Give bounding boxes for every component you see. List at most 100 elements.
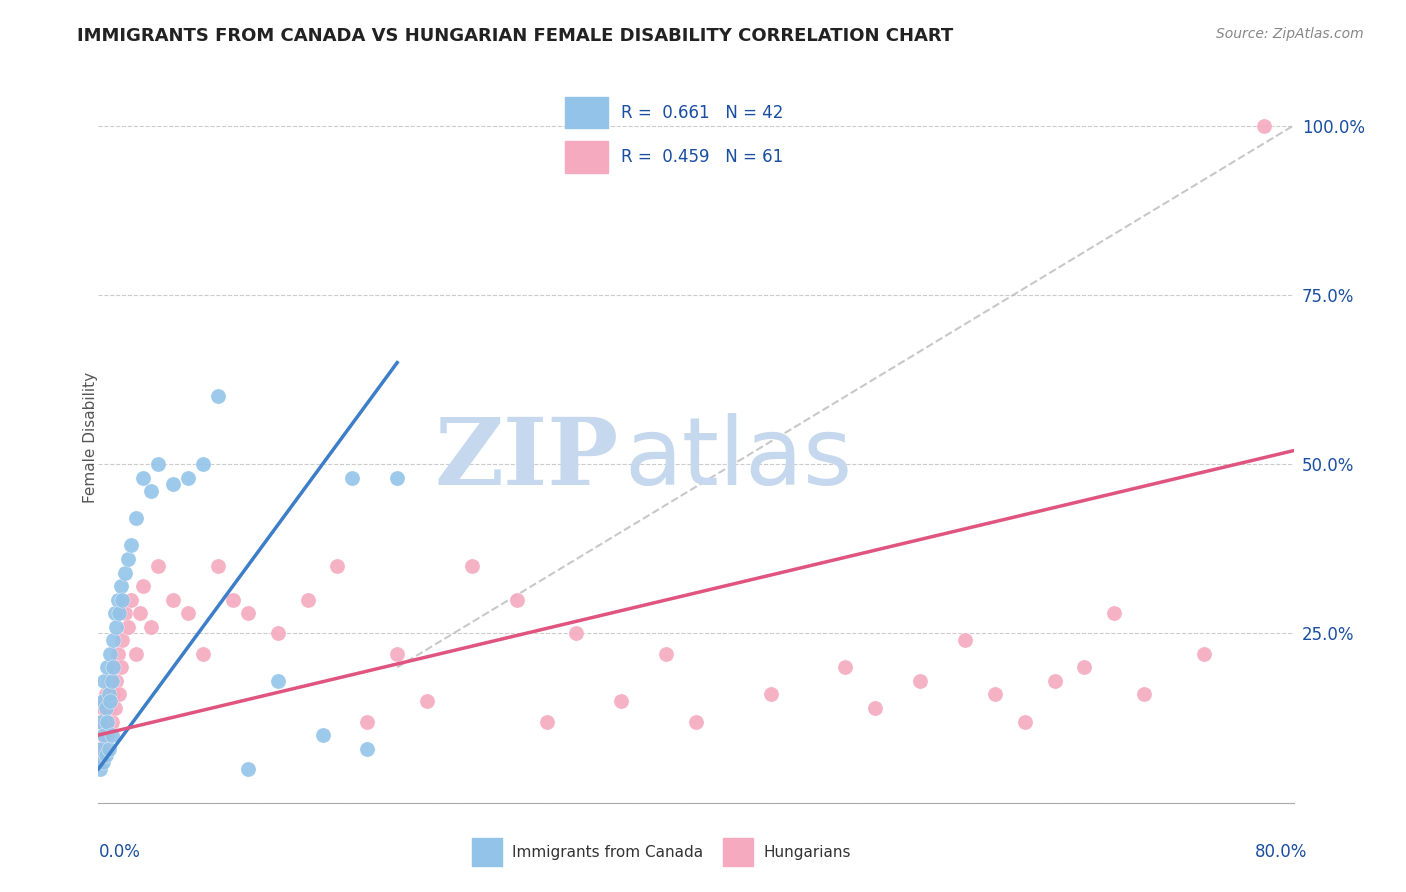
Point [536, 714, 558, 729]
Text: IMMIGRANTS FROM CANADA VS HUNGARIAN FEMALE DISABILITY CORRELATION CHART: IMMIGRANTS FROM CANADA VS HUNGARIAN FEMA… [77, 27, 953, 45]
Point [91, 755, 114, 769]
Point [1192, 647, 1215, 661]
Point [1104, 606, 1126, 620]
Point [89, 762, 111, 776]
Point [297, 592, 319, 607]
Point [908, 673, 931, 688]
Point [416, 694, 439, 708]
Point [236, 762, 259, 776]
Point [506, 592, 529, 607]
Point [139, 484, 162, 499]
Point [93, 741, 115, 756]
Point [162, 477, 184, 491]
Point [207, 389, 229, 403]
Point [162, 592, 184, 607]
Point [104, 701, 127, 715]
Point [148, 558, 170, 573]
Point [91, 694, 114, 708]
Point [1133, 688, 1156, 702]
Point [132, 579, 155, 593]
Point [132, 471, 155, 485]
Point [565, 626, 588, 640]
Point [96, 660, 118, 674]
Point [90, 714, 112, 729]
Text: 0.0%: 0.0% [98, 843, 141, 861]
Point [111, 633, 134, 648]
Point [96, 714, 118, 729]
Point [114, 566, 136, 580]
Point [98, 694, 122, 708]
Point [311, 728, 333, 742]
Point [91, 728, 114, 742]
Point [385, 471, 409, 485]
Point [96, 728, 118, 742]
Point [610, 694, 633, 708]
Point [105, 673, 128, 688]
Point [191, 457, 214, 471]
Point [103, 660, 125, 674]
Point [865, 701, 887, 715]
Point [685, 714, 707, 729]
Text: 80.0%: 80.0% [1256, 843, 1308, 861]
Point [101, 714, 124, 729]
Point [834, 660, 856, 674]
Point [94, 714, 117, 729]
Point [326, 558, 349, 573]
Point [655, 647, 678, 661]
Point [148, 457, 170, 471]
Point [207, 558, 229, 573]
Point [108, 606, 131, 620]
Point [98, 647, 122, 661]
Point [108, 688, 131, 702]
Point [953, 633, 976, 648]
Point [191, 647, 214, 661]
Point [1014, 714, 1036, 729]
Point [125, 647, 148, 661]
Point [356, 741, 378, 756]
Point [105, 620, 128, 634]
Point [117, 620, 139, 634]
Point [110, 579, 132, 593]
Point [342, 471, 364, 485]
Point [97, 741, 120, 756]
Point [93, 694, 115, 708]
Point [103, 688, 125, 702]
Point [107, 592, 129, 607]
Point [139, 620, 162, 634]
Point [103, 633, 125, 648]
Point [385, 647, 409, 661]
Point [120, 538, 142, 552]
Point [90, 755, 112, 769]
Point [110, 660, 132, 674]
Point [125, 511, 148, 525]
Point [461, 558, 484, 573]
Point [267, 673, 290, 688]
Point [984, 688, 1007, 702]
Point [1073, 660, 1095, 674]
Y-axis label: Female Disability: Female Disability [83, 371, 97, 503]
Point [89, 741, 111, 756]
Point [107, 647, 129, 661]
Point [94, 688, 117, 702]
Point [91, 701, 114, 715]
Point [114, 606, 136, 620]
Point [101, 673, 124, 688]
Point [94, 701, 117, 715]
Point [759, 688, 782, 702]
Point [93, 728, 115, 742]
Point [177, 606, 200, 620]
Point [94, 748, 117, 763]
Point [1253, 119, 1275, 133]
Point [129, 606, 152, 620]
Point [1043, 673, 1066, 688]
Text: ZIP: ZIP [434, 414, 619, 504]
Point [267, 626, 290, 640]
Point [98, 673, 122, 688]
Text: atlas: atlas [624, 413, 852, 505]
Point [111, 592, 134, 607]
Point [101, 728, 124, 742]
Point [97, 688, 120, 702]
Point [97, 701, 120, 715]
Point [222, 592, 245, 607]
Point [103, 660, 125, 674]
